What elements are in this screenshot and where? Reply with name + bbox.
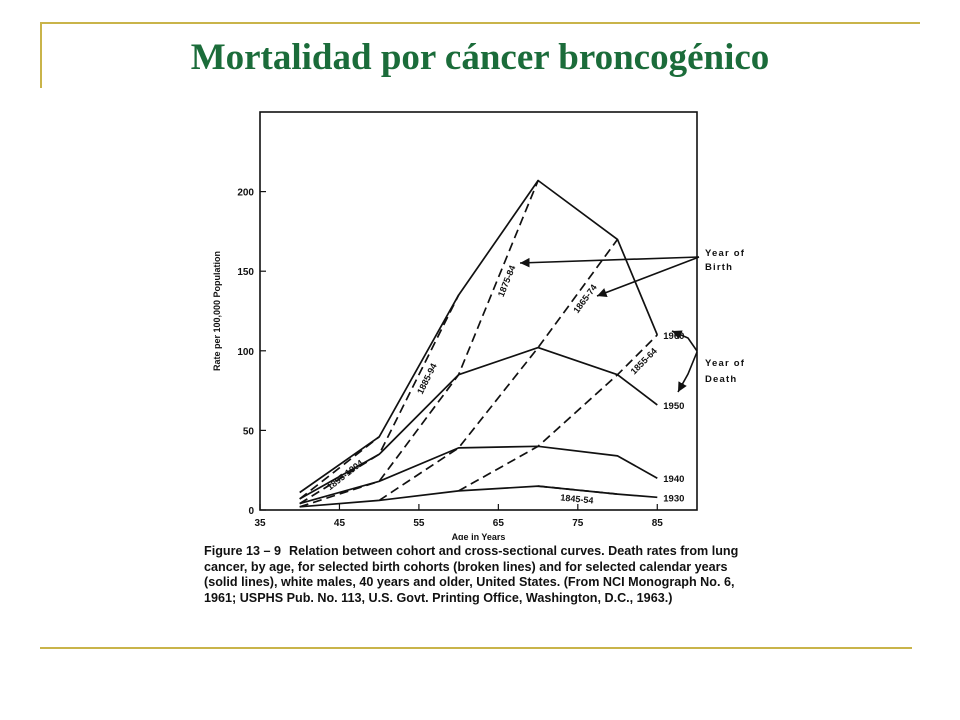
figure: 35 45 55 65 75 85 0 50 100 150 200 Age in Years Rate…: [200, 100, 780, 620]
top-rule: [40, 22, 920, 24]
series-line-1960: [299, 179, 659, 494]
caption-text: Relation between cohort and cross-sectio…: [204, 544, 739, 605]
annotation-year-of-death: Year of: [705, 358, 745, 369]
arrow-birth-1875-84: [596, 256, 700, 298]
left-rule: [40, 22, 42, 88]
x-axis-label: Age in Years: [452, 532, 506, 540]
x-tick-label: 35: [254, 518, 266, 529]
series-line-1875-84: [299, 180, 539, 508]
series-label-1875-84: 1875-84: [496, 264, 518, 298]
annotation-year-of-birth-line2: Birth: [705, 262, 733, 273]
figure-caption: Figure 13 – 9 Relation between cohort and…: [204, 544, 764, 606]
y-tick-label: 0: [248, 506, 254, 517]
slide-title: Mortalidad por cáncer broncogénico: [190, 37, 770, 78]
x-tick-label: 45: [334, 518, 346, 529]
series-label-1950: 1950: [663, 401, 684, 412]
arrow-death-1950: [677, 351, 698, 393]
y-tick-label: 50: [243, 426, 255, 437]
bottom-rule: [40, 647, 912, 649]
y-tick-label: 150: [237, 267, 254, 278]
plot-frame: [259, 111, 698, 511]
y-tick-label: 100: [237, 347, 254, 358]
arrow-birth-1885-94: [519, 256, 700, 268]
y-axis-label: Rate per 100,000 Population: [212, 251, 222, 371]
series-line-1940: [299, 445, 658, 505]
series-label-1855-64: 1855-64: [629, 346, 659, 376]
x-tick-label: 65: [493, 518, 505, 529]
annotation-year-of-birth: Year of: [705, 248, 745, 259]
caption-label: Figure 13 – 9: [204, 544, 281, 558]
series-line-1865-74: [378, 238, 619, 502]
series-label-1940: 1940: [663, 474, 684, 485]
series-line-1885-94: [299, 294, 460, 505]
x-tick-label: 55: [413, 518, 425, 529]
annotation-year-of-death-line2: Death: [705, 374, 737, 385]
x-tick-label: 75: [572, 518, 584, 529]
series-label-1845-54: 1845-54: [560, 492, 594, 505]
series-line-1855-64: [458, 334, 658, 492]
chart: 35 45 55 65 75 85 0 50 100 150 200 Age in Years Rate…: [212, 111, 745, 540]
y-tick-label: 200: [237, 188, 254, 199]
series-line-1930: [299, 485, 658, 508]
series-label-1930: 1930: [663, 493, 684, 504]
series-label-1865-74: 1865-74: [571, 283, 599, 316]
x-tick-label: 85: [652, 518, 664, 529]
series-line-1895-1904: [299, 436, 380, 500]
arrow-death-1960: [671, 330, 698, 352]
